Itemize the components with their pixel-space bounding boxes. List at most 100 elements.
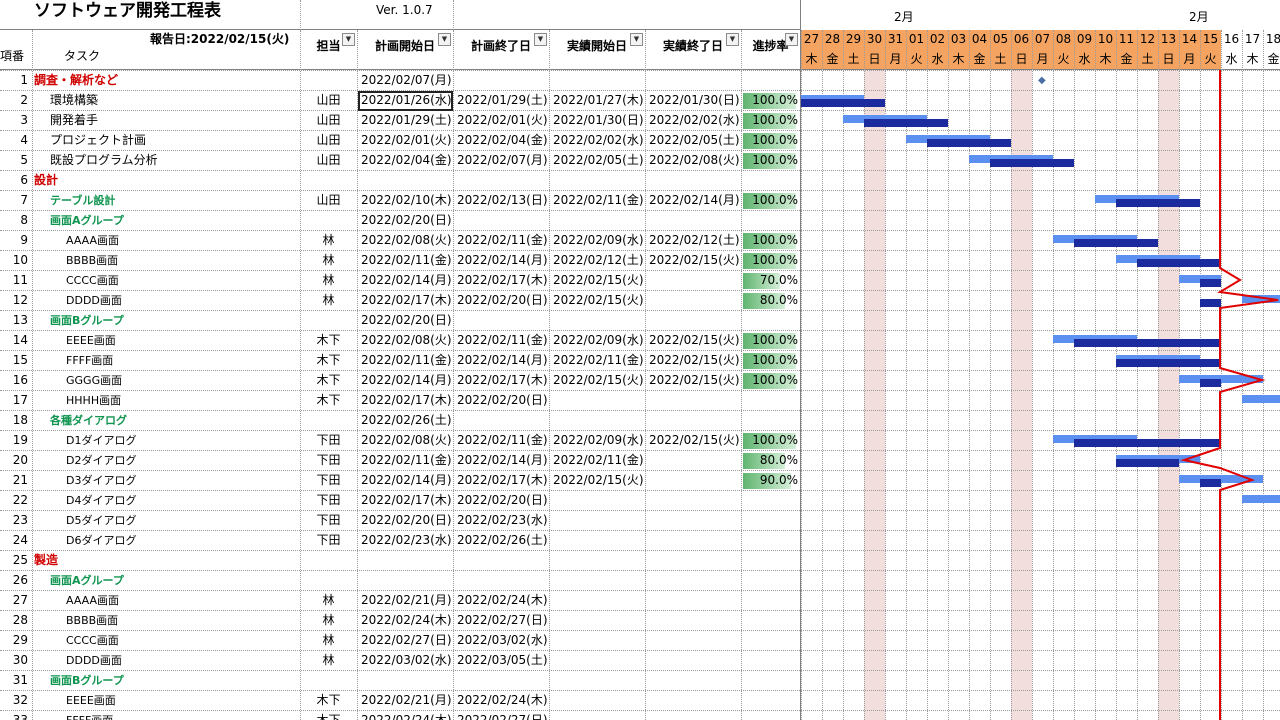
actual-start-cell[interactable] — [550, 571, 645, 591]
owner-cell[interactable]: 林 — [322, 233, 335, 247]
owner-cell[interactable]: 木下 — [316, 393, 341, 407]
plan-end-cell[interactable]: 2022/02/24(木) — [457, 693, 548, 707]
progress-cell[interactable] — [741, 311, 798, 331]
plan-end-cell[interactable]: 2022/01/29(土) — [457, 93, 548, 107]
progress-cell[interactable]: 100.0% — [752, 93, 798, 107]
actual-start-cell[interactable] — [550, 531, 645, 551]
actual-start-cell[interactable] — [550, 511, 645, 531]
progress-cell[interactable] — [741, 711, 798, 720]
plan-start-cell[interactable]: 2022/02/17(木) — [361, 293, 452, 307]
plan-start-cell[interactable]: 2022/02/20(日) — [361, 513, 452, 527]
plan-start-cell[interactable]: 2022/02/27(日) — [361, 633, 452, 647]
plan-start-cell[interactable]: 2022/02/07(月) — [361, 73, 452, 87]
plan-start-cell[interactable]: 2022/02/24(木) — [361, 613, 452, 627]
filter-dropdown-button[interactable]: ▼ — [438, 33, 451, 46]
progress-cell[interactable]: 100.0% — [752, 133, 798, 147]
filter-dropdown-button[interactable]: ▼ — [342, 33, 355, 46]
actual-end-cell[interactable] — [646, 551, 741, 571]
progress-cell[interactable] — [741, 611, 798, 631]
actual-start-cell[interactable]: 2022/02/09(水) — [553, 333, 644, 347]
plan-start-cell[interactable]: 2022/02/21(月) — [361, 593, 452, 607]
actual-end-cell[interactable] — [646, 71, 741, 91]
plan-end-cell[interactable]: 2022/02/17(木) — [457, 473, 548, 487]
plan-end-cell[interactable] — [454, 671, 549, 691]
progress-cell[interactable]: 100.0% — [752, 193, 798, 207]
owner-cell[interactable] — [300, 171, 357, 191]
plan-start-cell[interactable] — [358, 551, 453, 571]
plan-start-cell[interactable]: 2022/02/26(土) — [361, 413, 452, 427]
actual-end-cell[interactable] — [646, 491, 741, 511]
progress-cell[interactable]: 100.0% — [752, 433, 798, 447]
actual-end-cell[interactable] — [646, 511, 741, 531]
actual-start-cell[interactable]: 2022/01/30(日) — [553, 113, 644, 127]
actual-end-cell[interactable]: 2022/02/15(火) — [649, 253, 740, 267]
plan-end-cell[interactable] — [454, 71, 549, 91]
owner-cell[interactable] — [300, 311, 357, 331]
actual-end-cell[interactable] — [646, 311, 741, 331]
actual-start-cell[interactable]: 2022/02/11(金) — [553, 353, 644, 367]
plan-start-cell[interactable]: 2022/02/11(金) — [361, 453, 452, 467]
owner-cell[interactable]: 下田 — [316, 533, 341, 547]
actual-end-cell[interactable]: 2022/02/14(月) — [649, 193, 740, 207]
plan-end-cell[interactable]: 2022/02/27(日) — [457, 713, 548, 720]
plan-end-cell[interactable]: 2022/02/11(金) — [457, 233, 548, 247]
actual-start-cell[interactable] — [550, 631, 645, 651]
owner-cell[interactable]: 山田 — [316, 153, 341, 167]
plan-end-cell[interactable] — [454, 551, 549, 571]
actual-end-cell[interactable]: 2022/02/15(火) — [649, 373, 740, 387]
owner-cell[interactable]: 木下 — [316, 693, 341, 707]
progress-cell[interactable] — [741, 531, 798, 551]
actual-end-cell[interactable] — [646, 411, 741, 431]
actual-start-cell[interactable] — [550, 171, 645, 191]
actual-start-cell[interactable]: 2022/02/11(金) — [553, 453, 644, 467]
owner-cell[interactable] — [300, 551, 357, 571]
progress-cell[interactable] — [741, 551, 798, 571]
actual-start-cell[interactable] — [550, 491, 645, 511]
actual-start-cell[interactable]: 2022/02/05(土) — [553, 153, 644, 167]
plan-end-cell[interactable]: 2022/02/11(金) — [457, 433, 548, 447]
owner-cell[interactable] — [300, 71, 357, 91]
progress-cell[interactable] — [741, 591, 798, 611]
owner-cell[interactable] — [300, 671, 357, 691]
actual-end-cell[interactable] — [646, 671, 741, 691]
plan-start-cell[interactable]: 2022/03/02(水) — [361, 653, 452, 667]
owner-cell[interactable]: 林 — [322, 593, 335, 607]
progress-cell[interactable]: 100.0% — [752, 153, 798, 167]
plan-start-cell[interactable]: 2022/02/24(木) — [361, 713, 452, 720]
progress-cell[interactable] — [741, 691, 798, 711]
plan-start-cell[interactable]: 2022/02/21(月) — [361, 693, 452, 707]
plan-end-cell[interactable] — [454, 171, 549, 191]
actual-start-cell[interactable]: 2022/02/15(火) — [553, 373, 644, 387]
plan-start-cell[interactable]: 2022/02/11(金) — [361, 253, 452, 267]
actual-end-cell[interactable]: 2022/01/30(日) — [649, 93, 740, 107]
progress-cell[interactable]: 80.0% — [759, 453, 798, 467]
actual-start-cell[interactable]: 2022/02/09(水) — [553, 233, 644, 247]
owner-cell[interactable]: 林 — [322, 613, 335, 627]
plan-end-cell[interactable]: 2022/03/02(水) — [457, 633, 548, 647]
plan-end-cell[interactable]: 2022/02/14(月) — [457, 453, 548, 467]
actual-end-cell[interactable] — [646, 271, 741, 291]
plan-start-cell[interactable]: 2022/02/01(火) — [361, 133, 452, 147]
progress-cell[interactable] — [741, 631, 798, 651]
actual-start-cell[interactable] — [550, 551, 645, 571]
actual-start-cell[interactable]: 2022/02/15(火) — [553, 473, 644, 487]
plan-start-cell[interactable]: 2022/02/20(日) — [361, 313, 452, 327]
owner-cell[interactable]: 下田 — [316, 513, 341, 527]
progress-cell[interactable] — [741, 211, 798, 231]
progress-cell[interactable] — [741, 511, 798, 531]
actual-start-cell[interactable]: 2022/02/02(水) — [553, 133, 644, 147]
plan-start-cell[interactable]: 2022/02/10(木) — [361, 193, 452, 207]
owner-cell[interactable]: 山田 — [316, 93, 341, 107]
actual-start-cell[interactable] — [550, 611, 645, 631]
plan-start-cell[interactable]: 2022/01/26(水) — [358, 91, 453, 111]
owner-cell[interactable]: 下田 — [316, 433, 341, 447]
plan-end-cell[interactable]: 2022/02/20(日) — [457, 293, 548, 307]
progress-cell[interactable]: 100.0% — [752, 333, 798, 347]
plan-start-cell[interactable] — [358, 571, 453, 591]
actual-end-cell[interactable] — [646, 691, 741, 711]
progress-cell[interactable]: 80.0% — [759, 293, 798, 307]
plan-start-cell[interactable]: 2022/02/08(火) — [361, 333, 452, 347]
filter-dropdown-button[interactable]: ▼ — [726, 33, 739, 46]
filter-dropdown-button[interactable]: ▼ — [534, 33, 547, 46]
plan-end-cell[interactable]: 2022/02/23(水) — [457, 513, 548, 527]
